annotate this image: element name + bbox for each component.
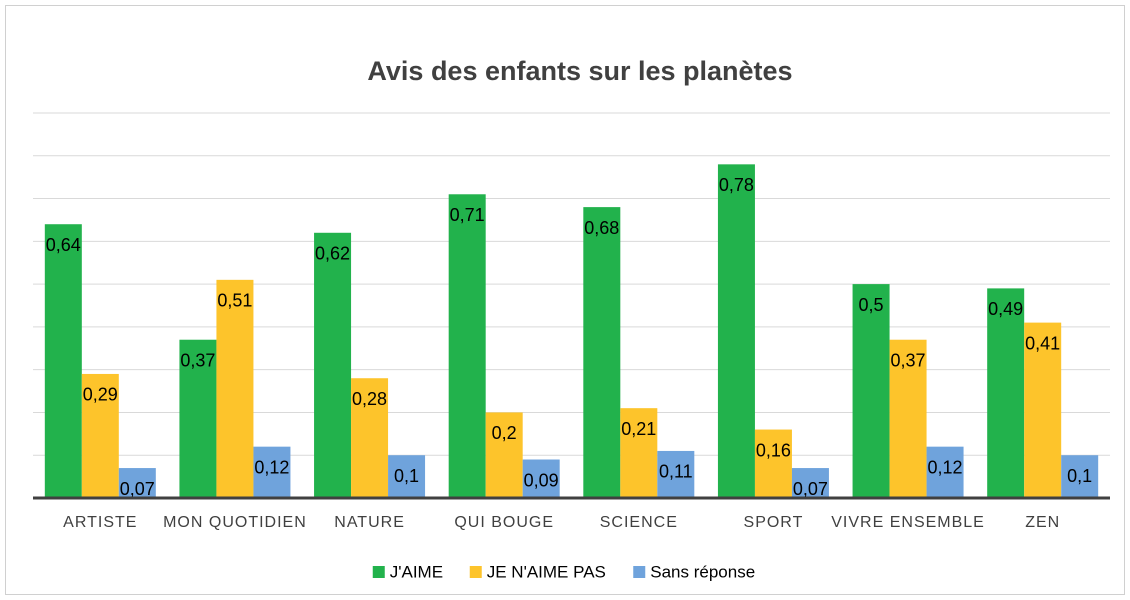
x-tick-label: SPORT bbox=[744, 514, 804, 531]
data-label: 0,16 bbox=[756, 440, 791, 460]
bar bbox=[1024, 322, 1062, 498]
x-tick-label: SCIENCE bbox=[600, 514, 678, 531]
bar bbox=[216, 279, 254, 498]
data-label: 0,1 bbox=[1067, 466, 1092, 486]
bar bbox=[987, 288, 1025, 498]
bar bbox=[351, 378, 389, 498]
data-label: 0,11 bbox=[659, 462, 693, 482]
legend-swatch bbox=[469, 566, 482, 578]
bar bbox=[253, 446, 291, 498]
bar bbox=[485, 412, 523, 498]
data-label: 0,29 bbox=[83, 385, 118, 405]
data-label: 0,49 bbox=[988, 299, 1023, 319]
x-tick-label: MON QUOTIDIEN bbox=[163, 514, 307, 531]
data-label: 0,07 bbox=[120, 479, 155, 499]
data-label: 0,78 bbox=[719, 175, 754, 195]
data-label: 0,37 bbox=[180, 350, 215, 370]
legend-swatch bbox=[633, 566, 646, 578]
bar bbox=[657, 450, 695, 498]
bar bbox=[179, 339, 217, 498]
bar bbox=[717, 164, 755, 499]
bar bbox=[791, 468, 829, 498]
chart-border bbox=[5, 5, 1125, 595]
bar bbox=[388, 455, 426, 498]
data-label: 0,12 bbox=[928, 457, 963, 477]
data-label: 0,1 bbox=[394, 466, 419, 486]
x-tick-label: ZEN bbox=[1025, 514, 1060, 531]
legend-label: J'AIME bbox=[390, 562, 443, 581]
data-label: 0,37 bbox=[891, 350, 926, 370]
x-tick-label: ARTISTE bbox=[63, 514, 137, 531]
bar bbox=[754, 429, 792, 498]
data-label: 0,68 bbox=[584, 218, 619, 238]
x-tick-label: QUI BOUGE bbox=[454, 514, 554, 531]
data-label: 0,71 bbox=[450, 205, 485, 225]
bar bbox=[522, 459, 560, 498]
data-label: 0,07 bbox=[793, 479, 828, 499]
bar bbox=[583, 207, 621, 498]
data-label: 0,41 bbox=[1025, 333, 1060, 353]
data-label: 0,64 bbox=[46, 235, 81, 255]
data-label: 0,09 bbox=[524, 470, 559, 490]
bar bbox=[1061, 455, 1099, 498]
legend-label: Sans réponse bbox=[650, 562, 755, 581]
bar bbox=[852, 284, 890, 498]
legend-label: JE N'AIME PAS bbox=[487, 562, 606, 581]
data-label: 0,62 bbox=[315, 244, 350, 264]
bar bbox=[889, 339, 927, 498]
data-label: 0,51 bbox=[217, 291, 252, 311]
bar bbox=[44, 224, 82, 498]
data-label: 0,5 bbox=[859, 295, 884, 315]
bar bbox=[926, 446, 964, 498]
chart-title: Avis des enfants sur les planètes bbox=[367, 56, 792, 86]
bar bbox=[448, 194, 486, 498]
data-label: 0,2 bbox=[492, 423, 517, 443]
bar bbox=[314, 232, 352, 498]
x-tick-label: VIVRE ENSEMBLE bbox=[831, 514, 985, 531]
legend-swatch bbox=[372, 566, 385, 578]
bar bbox=[118, 468, 156, 498]
data-label: 0,21 bbox=[621, 419, 656, 439]
x-tick-label: NATURE bbox=[334, 514, 405, 531]
data-label: 0,12 bbox=[254, 457, 289, 477]
bar bbox=[81, 373, 119, 498]
data-label: 0,28 bbox=[352, 389, 387, 409]
bar bbox=[620, 408, 658, 498]
